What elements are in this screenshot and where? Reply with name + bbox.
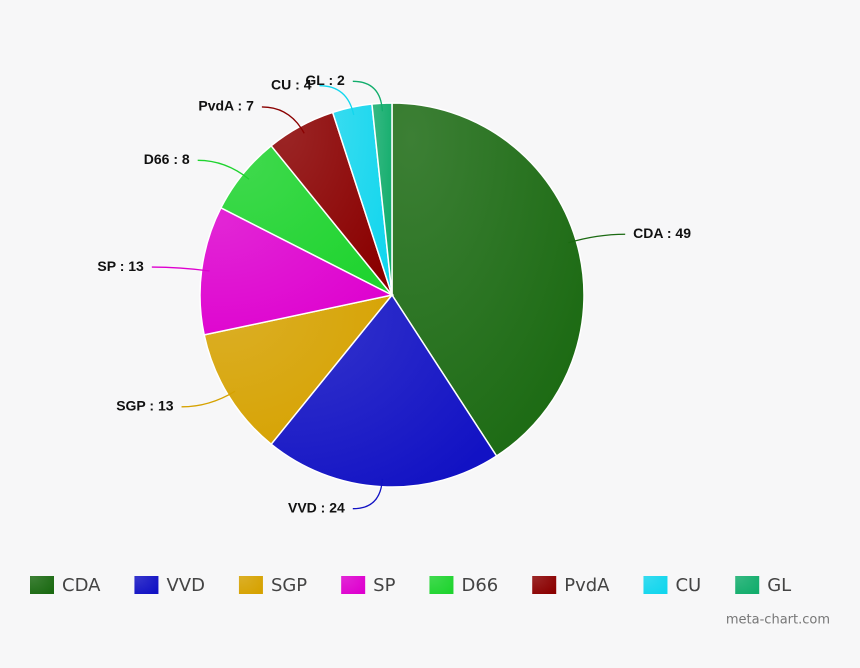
leader-line — [151, 266, 210, 272]
legend-swatch — [134, 576, 159, 594]
data-label: D66 : 8 — [144, 151, 190, 167]
data-label: CDA : 49 — [633, 225, 691, 241]
legend-label: GL — [767, 575, 791, 596]
leader-line — [197, 159, 250, 180]
legend-label: SGP — [271, 575, 307, 596]
legend-swatch — [735, 576, 760, 594]
leader-line — [181, 390, 236, 408]
legend-label: PvdA — [564, 575, 610, 596]
data-label: CU : 4 — [271, 76, 312, 92]
data-label: SP : 13 — [97, 258, 144, 274]
legend-label: VVD — [166, 575, 205, 596]
legend-swatch — [30, 576, 54, 594]
data-label: GL : 2 — [305, 72, 345, 88]
legend-label: D66 — [461, 575, 498, 596]
leader-line — [352, 80, 384, 112]
leader-line — [261, 106, 305, 134]
leader-line — [568, 233, 626, 244]
leader-line — [319, 85, 355, 116]
legend-swatch — [532, 576, 557, 594]
legend-swatch — [643, 576, 668, 594]
legend-label: CDA — [62, 575, 101, 596]
legend-label: CU — [675, 575, 701, 596]
leader-line — [352, 478, 384, 510]
legend-swatch — [238, 576, 263, 594]
data-label: SGP : 13 — [116, 398, 174, 414]
legend-swatch — [341, 576, 366, 594]
credit: meta-chart.com — [726, 613, 830, 628]
data-label: PvdA : 7 — [198, 98, 254, 114]
data-label: VVD : 24 — [288, 499, 345, 515]
legend-label: SP — [373, 575, 395, 596]
legend-swatch — [429, 576, 454, 594]
